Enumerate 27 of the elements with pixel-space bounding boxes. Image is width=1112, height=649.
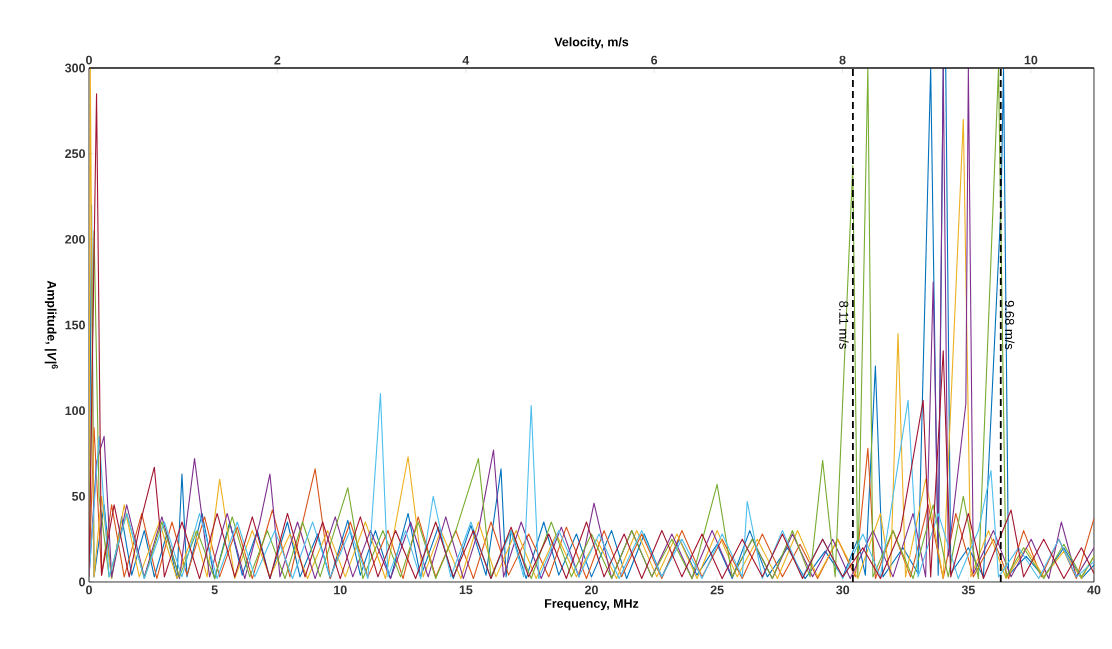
x-tick-label: 5: [211, 585, 218, 595]
y-axis-title: Amplitude, |V|$^{6}$: [44, 280, 58, 369]
x2-axis-title: Velocity, m/s: [554, 37, 629, 49]
x-tick-label: 30: [836, 585, 850, 595]
x-tick-label: 10: [334, 585, 347, 595]
x-tick-label: 20: [585, 585, 598, 595]
x-tick-label: 25: [710, 585, 724, 595]
x-tick-label: 35: [961, 585, 975, 595]
y-tick-label: 150: [65, 320, 85, 330]
x2-tick-label: 10: [1024, 55, 1038, 65]
x2-tick-label: 0: [86, 55, 92, 65]
y-tick-label: 200: [65, 234, 85, 244]
x2-tick-label: 2: [274, 55, 281, 65]
y-tick-label: 300: [64, 63, 85, 73]
x2-tick-label: 4: [462, 55, 470, 65]
y-tick-label: 100: [65, 406, 85, 416]
ref-line-label: 9.68 m/s: [1004, 300, 1015, 350]
x-tick-label: 0: [86, 585, 92, 595]
x-tick-label: 40: [1087, 585, 1101, 595]
ref-line-label: 8.11 m/s: [839, 301, 849, 349]
x-tick-label: 15: [459, 585, 473, 595]
x2-tick-label: 8: [839, 55, 846, 65]
x-axis-title: Frequency, MHz: [545, 599, 639, 611]
x2-tick-label: 6: [651, 55, 658, 65]
y-tick-label: 250: [65, 149, 85, 159]
y-tick-label: 50: [72, 491, 85, 501]
y-tick-label: 0: [79, 577, 85, 587]
